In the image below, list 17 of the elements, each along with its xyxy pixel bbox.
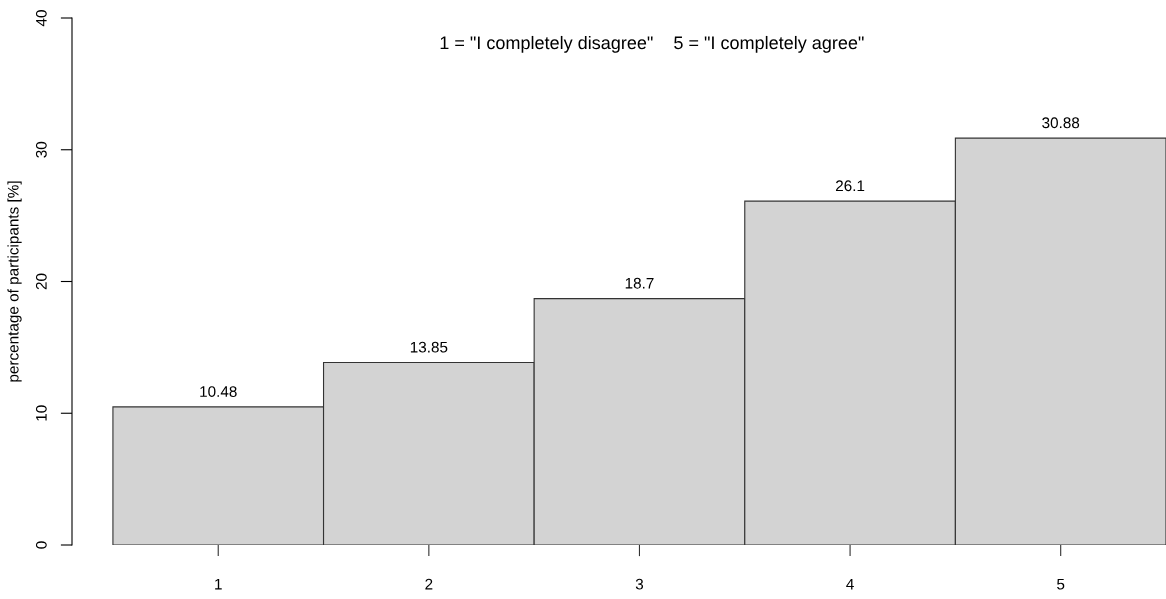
y-axis-title: percentage of participants [%] xyxy=(7,181,22,382)
x-tick-label: 3 xyxy=(635,578,644,590)
data-label: 18.7 xyxy=(625,277,654,289)
x-tick-label: 4 xyxy=(846,578,854,590)
y-tick-label: 40 xyxy=(35,10,47,27)
y-tick-label: 0 xyxy=(35,541,47,549)
y-tick-label: 10 xyxy=(35,405,47,421)
text: 1 = "I completely disagree" 5 = "I completely agree" xyxy=(440,35,864,53)
x-tick-label: 5 xyxy=(1057,578,1065,590)
data-label: 30.88 xyxy=(1042,117,1080,129)
y-tick-label: 30 xyxy=(35,141,47,158)
y-tick-label: 20 xyxy=(35,273,47,290)
x-tick-label: 1 xyxy=(215,578,222,590)
x-tick-label: 2 xyxy=(425,578,433,590)
data-label: 10.48 xyxy=(200,386,237,397)
data-label: 13.85 xyxy=(410,341,448,353)
data-label: 26.1 xyxy=(835,180,865,192)
